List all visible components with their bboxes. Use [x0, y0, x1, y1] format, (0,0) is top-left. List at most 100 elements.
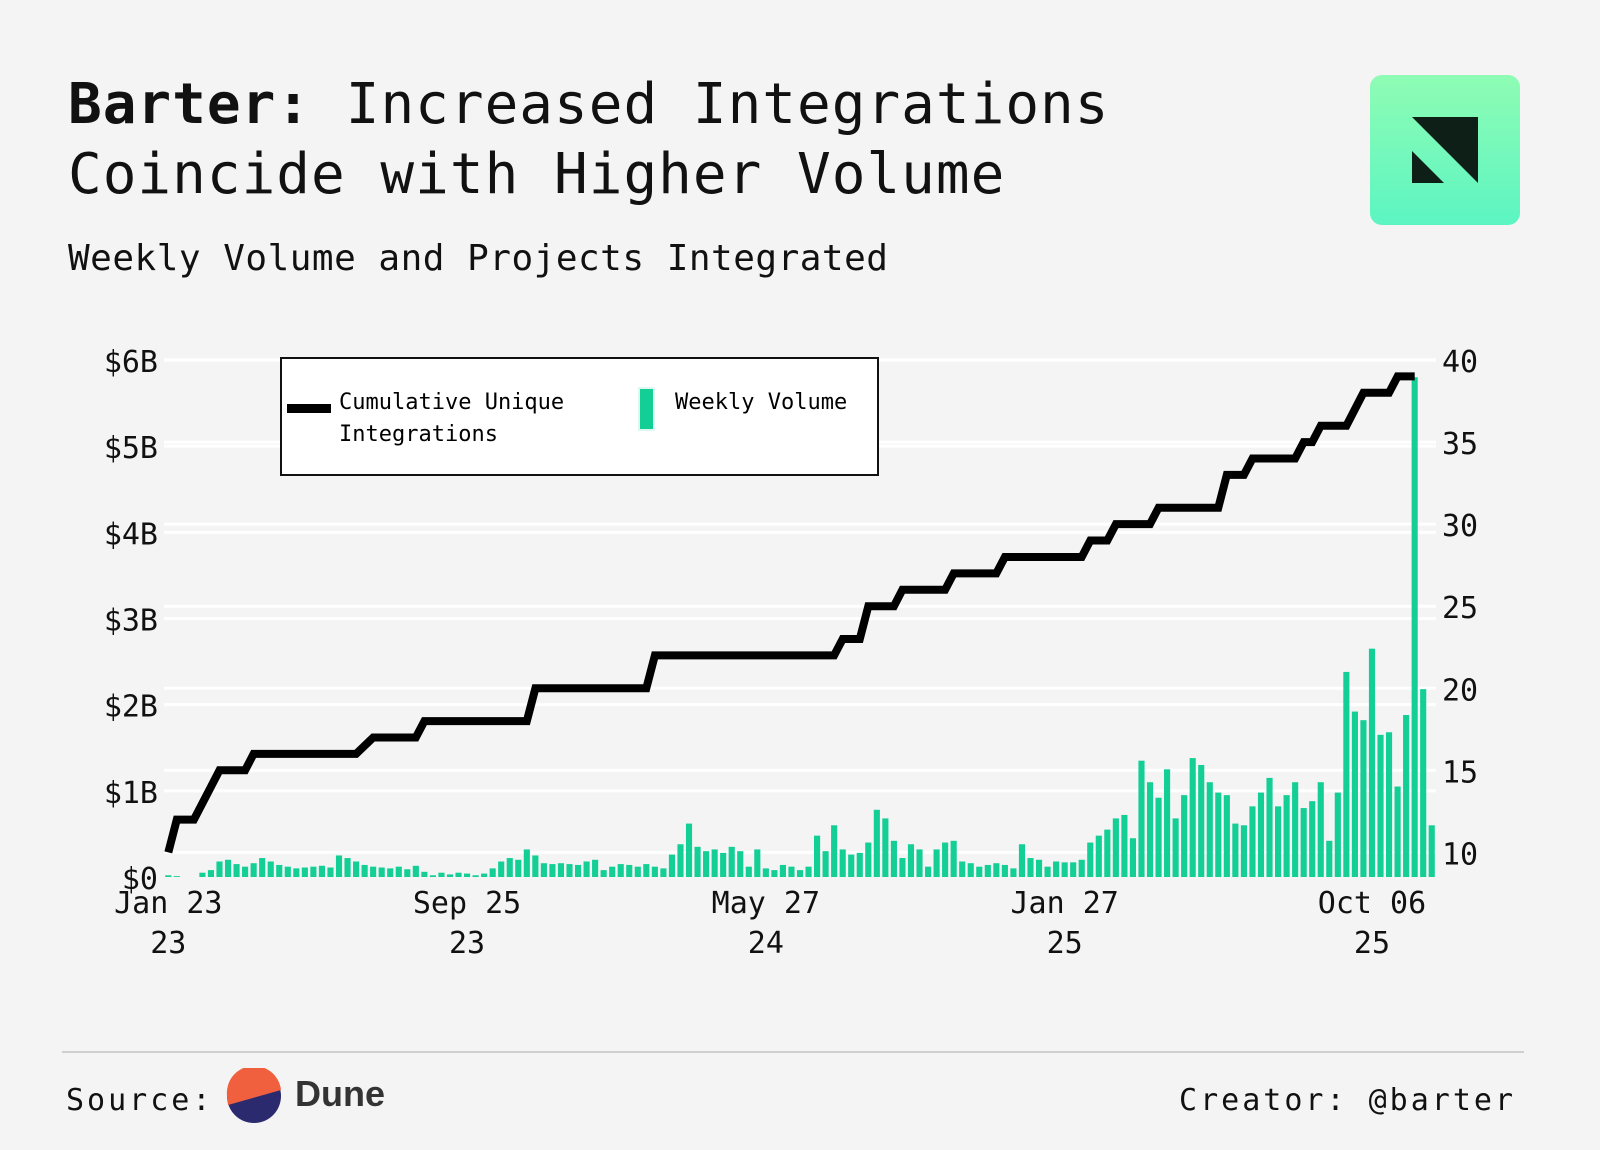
bar	[814, 835, 821, 877]
bar	[199, 872, 206, 877]
bar	[1061, 862, 1068, 877]
bar	[1215, 792, 1222, 877]
bar	[207, 870, 215, 877]
bar	[463, 873, 471, 877]
bar	[1249, 806, 1256, 877]
bar	[1035, 859, 1043, 877]
bar	[165, 875, 172, 877]
bar	[1001, 864, 1008, 877]
bar	[694, 846, 701, 877]
bar	[404, 869, 411, 877]
y-right-tick-label: 35	[1442, 427, 1478, 462]
legend-box	[280, 357, 879, 476]
bar	[557, 863, 565, 877]
bar	[1095, 835, 1102, 877]
bar	[549, 864, 556, 877]
bar	[1053, 861, 1060, 877]
bar	[421, 871, 428, 877]
y-left-tick-label: $6B	[104, 345, 158, 380]
bar	[532, 855, 539, 877]
bar	[250, 863, 257, 877]
y-left-tick-label: $4B	[104, 517, 158, 552]
page-title: Barter: Increased Integrations Coincide …	[68, 70, 1109, 210]
creator-label: Creator: @barter	[1179, 1083, 1516, 1118]
bar-series-weekly-volume	[165, 377, 1435, 877]
x-tick-sublabel: 25	[1047, 926, 1083, 961]
bar	[395, 866, 402, 877]
bar	[353, 861, 360, 877]
bar	[233, 864, 240, 877]
bar	[574, 864, 582, 877]
bar	[882, 818, 889, 877]
bar	[370, 866, 377, 877]
legend-line-label-1: Cumulative Unique	[339, 390, 564, 415]
y-left-tick-label: $3B	[104, 604, 158, 639]
bar	[839, 849, 846, 877]
bar	[745, 866, 752, 877]
bar	[1411, 377, 1418, 877]
bar	[822, 851, 829, 877]
bar	[796, 870, 804, 877]
y-right-tick-label: 15	[1442, 755, 1478, 790]
bar	[1044, 866, 1051, 877]
barter-logo-mark-upper	[1412, 117, 1478, 183]
title-line-2: Coincide with Higher Volume	[68, 142, 1006, 207]
bar	[1292, 782, 1299, 877]
bar	[1266, 777, 1273, 877]
chart-subtitle: Weekly Volume and Projects Integrated	[68, 238, 889, 279]
bar	[737, 851, 744, 877]
bar	[335, 855, 343, 877]
x-tick-sublabel: 25	[1354, 926, 1390, 961]
bar	[703, 851, 710, 877]
bar	[1129, 838, 1137, 877]
bar	[1420, 689, 1427, 877]
bar	[566, 864, 573, 877]
bar	[762, 868, 769, 877]
bar	[1146, 782, 1154, 877]
bar	[173, 876, 180, 877]
bar	[873, 809, 880, 877]
legend-line-swatch	[287, 404, 331, 413]
bar	[1087, 842, 1094, 877]
bar	[446, 874, 454, 877]
bar	[916, 849, 923, 877]
bar	[429, 875, 436, 877]
bar	[216, 861, 223, 877]
bar	[779, 864, 786, 877]
bar	[1010, 868, 1017, 877]
bar	[626, 864, 633, 877]
bar	[1385, 732, 1393, 877]
bar	[848, 854, 855, 877]
bar	[1138, 760, 1145, 877]
bar	[1104, 829, 1111, 877]
bar	[1181, 795, 1188, 877]
bar	[378, 867, 385, 877]
bar	[472, 875, 479, 877]
bar	[318, 865, 326, 877]
y-right-tick-label: 40	[1442, 345, 1478, 380]
y-left-tick-label: $0	[122, 862, 158, 897]
bar	[890, 840, 897, 877]
bar	[651, 866, 658, 877]
line-series-cumulative-integrations	[164, 372, 1415, 854]
bar	[481, 873, 488, 877]
combo-chart: $0 $1B $2B $3B $4B $5B $6B 10 15 20 25 30 35 40 Jan …	[104, 345, 1478, 961]
bar	[224, 859, 232, 877]
bar	[1377, 734, 1384, 877]
y-right-tick-label: 20	[1442, 673, 1478, 708]
bar	[498, 861, 505, 877]
legend: Cumulative Unique Integrations Weekly Vo…	[280, 357, 879, 476]
x-tick-label: Sep 25	[413, 886, 521, 921]
bar	[1027, 858, 1034, 877]
bar	[1232, 823, 1239, 877]
bar	[805, 866, 812, 877]
bar	[327, 867, 334, 877]
bar	[1070, 862, 1077, 877]
bar	[276, 864, 283, 877]
bar	[506, 858, 513, 877]
bar	[1403, 715, 1410, 877]
x-tick-sublabel: 23	[150, 926, 186, 961]
x-axis: Jan 23 23 Sep 25 23 May 27 24 Jan 27 25 Oct 06 25	[114, 886, 1426, 961]
bar	[668, 854, 676, 877]
bar	[242, 866, 249, 877]
